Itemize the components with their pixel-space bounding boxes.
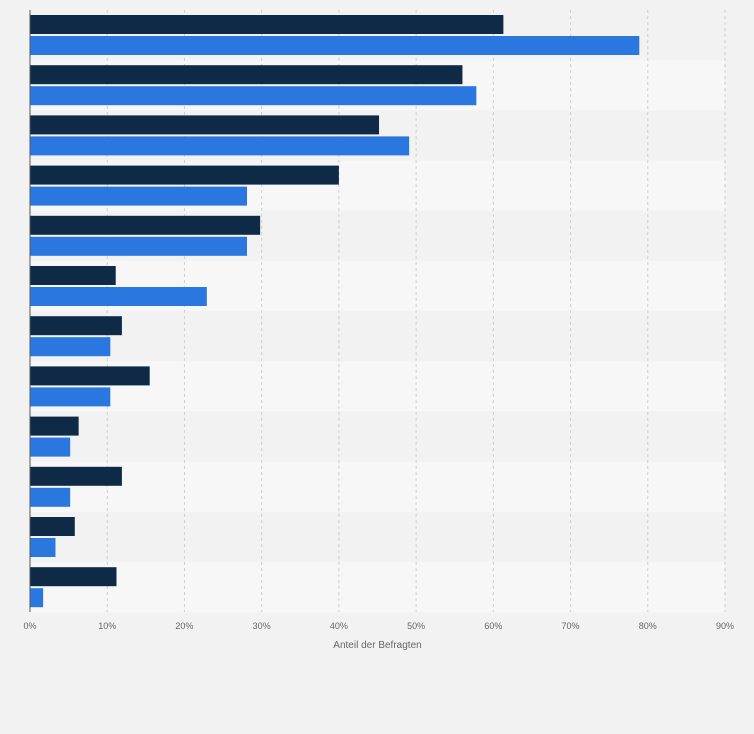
x-tick-label: 80% <box>639 621 657 631</box>
bar-series-1[interactable] <box>30 165 339 185</box>
bar-series-2[interactable] <box>30 538 56 557</box>
bar-series-1[interactable] <box>30 15 504 34</box>
x-axis-label: Anteil der Befragten <box>333 640 421 651</box>
x-tick-label: 30% <box>253 621 271 631</box>
bar-series-1[interactable] <box>30 416 79 436</box>
row-band <box>30 562 725 613</box>
bar-series-2[interactable] <box>30 236 247 256</box>
x-tick-label: 20% <box>175 621 193 631</box>
bar-series-2[interactable] <box>30 337 111 357</box>
row-band <box>30 512 725 563</box>
bar-series-2[interactable] <box>30 186 247 206</box>
row-band <box>30 411 725 462</box>
bar-series-2[interactable] <box>30 36 640 55</box>
gridlines <box>106 10 726 612</box>
bar-series-1[interactable] <box>30 517 75 536</box>
bar-series-1[interactable] <box>30 466 122 486</box>
bar-series-2[interactable] <box>30 86 477 106</box>
x-tick-label: 60% <box>484 621 502 631</box>
bar-series-1[interactable] <box>30 115 380 135</box>
x-axis-ticks: 0% 10% 20% 30% 40% 50% 60% 70% 80% 90% <box>23 621 734 631</box>
row-band <box>30 311 725 362</box>
bar-series-1[interactable] <box>30 65 463 85</box>
row-bands <box>30 10 725 613</box>
bar-series-2[interactable] <box>30 387 111 407</box>
bars <box>30 15 640 608</box>
bar-series-2[interactable] <box>30 487 71 507</box>
bar-series-1[interactable] <box>30 567 117 587</box>
bar-series-2[interactable] <box>30 287 207 306</box>
x-tick-label: 10% <box>98 621 116 631</box>
bar-series-1[interactable] <box>30 316 122 336</box>
bar-series-2[interactable] <box>30 437 71 457</box>
bar-series-2[interactable] <box>30 136 410 156</box>
row-band <box>30 461 725 512</box>
bar-series-1[interactable] <box>30 366 150 386</box>
x-tick-label: 0% <box>23 621 36 631</box>
bar-series-2[interactable] <box>30 588 44 608</box>
bar-series-1[interactable] <box>30 215 261 235</box>
bar-series-1[interactable] <box>30 266 116 285</box>
x-tick-label: 50% <box>407 621 425 631</box>
x-tick-label: 40% <box>330 621 348 631</box>
x-tick-label: 90% <box>716 621 734 631</box>
x-tick-label: 70% <box>562 621 580 631</box>
